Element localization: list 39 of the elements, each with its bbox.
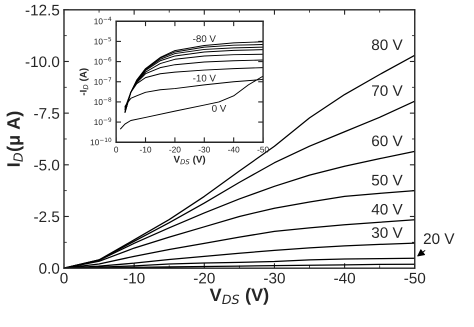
series-label: -10 V bbox=[193, 74, 216, 82]
y-tick-label: 10$^{−7}$ bbox=[94, 77, 112, 85]
y-axis-title: I$_{D}$(μ A) bbox=[6, 112, 24, 166]
series-label: 60 V bbox=[372, 135, 403, 146]
y-tick-label: 10$^{−10}$ bbox=[90, 138, 112, 146]
x-tick-label: -20 bbox=[194, 272, 215, 284]
x-tick-label: -20 bbox=[169, 146, 181, 153]
series-label: 50 V bbox=[372, 174, 403, 186]
series-label: 70 V bbox=[372, 85, 403, 96]
series-label: 80 V bbox=[372, 39, 403, 50]
x-tick-label: -50 bbox=[404, 272, 426, 284]
y-tick-label: -10.0 bbox=[26, 56, 60, 68]
y-tick-label: 10$^{−9}$ bbox=[94, 118, 112, 126]
series-label: 30 V bbox=[372, 227, 403, 238]
series-label: 0 V bbox=[212, 104, 226, 112]
x-tick-label: 0 bbox=[114, 146, 118, 153]
series-label: -80 V bbox=[193, 35, 216, 42]
y-tick-label: 10$^{−6}$ bbox=[94, 57, 112, 65]
series-label: 40 V bbox=[372, 204, 403, 215]
y-tick-label: 0.0 bbox=[39, 263, 60, 274]
y-axis-title: -I$_{D}$ (A) bbox=[80, 68, 89, 96]
y-tick-label: -2.5 bbox=[34, 211, 60, 222]
y-tick-label: -12.5 bbox=[26, 4, 60, 16]
x-tick-label: -10 bbox=[124, 272, 145, 284]
x-tick-label: -50 bbox=[257, 146, 269, 153]
x-tick-label: -10 bbox=[140, 146, 152, 153]
series-label: 20 V bbox=[424, 233, 454, 244]
y-tick-label: 10$^{−5}$ bbox=[94, 36, 112, 44]
x-tick-label: -40 bbox=[334, 272, 356, 284]
x-tick-label: -30 bbox=[264, 272, 285, 284]
x-tick-label: 0 bbox=[60, 272, 68, 284]
y-tick-label: -7.5 bbox=[34, 108, 60, 119]
x-axis-title: V$_{DS}$ (V) bbox=[210, 288, 268, 305]
y-tick-label: 10$^{−8}$ bbox=[94, 97, 112, 105]
y-tick-label: 10$^{−4}$ bbox=[94, 16, 112, 24]
y-tick-label: -5.0 bbox=[34, 160, 60, 170]
x-axis-title: V$_{DS}$ (V) bbox=[174, 156, 206, 165]
x-tick-label: -40 bbox=[228, 146, 240, 153]
x-tick-label: -30 bbox=[198, 146, 210, 153]
